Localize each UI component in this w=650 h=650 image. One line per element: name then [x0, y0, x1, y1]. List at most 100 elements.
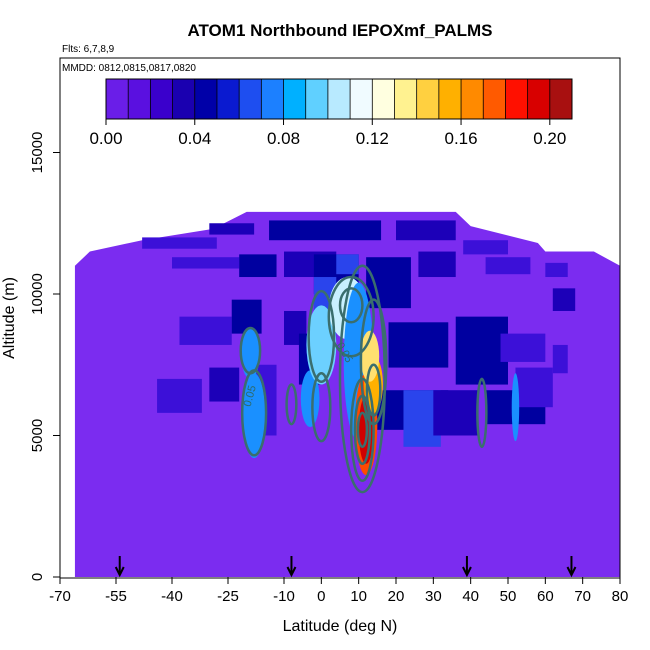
colorbar-swatch: [438, 79, 462, 119]
contour-line: [327, 275, 375, 358]
heatmap-layer: [74, 211, 620, 577]
contour-line: [311, 371, 332, 443]
colorbar-tick-label: 0.08: [267, 129, 300, 148]
colorbar-swatch: [416, 79, 440, 119]
heatmap-cell: [552, 288, 576, 311]
colorbar-swatch: [394, 79, 418, 119]
heatmap-cell: [545, 262, 568, 278]
heatmap-cell: [157, 378, 202, 413]
heatmap-cell: [418, 251, 456, 278]
profile-marker-arrowhead: [566, 566, 577, 578]
colorbar-swatch: [549, 79, 573, 119]
heatmap-cell: [360, 330, 380, 382]
colorbar-tick-label: 0.16: [445, 129, 478, 148]
heatmap-cell: [241, 327, 260, 379]
heatmap-cell: [388, 322, 449, 368]
y-tick-label: 15000: [29, 132, 46, 174]
heatmap-cell: [172, 257, 240, 269]
colorbar-swatch: [261, 79, 285, 119]
x-tick-label: -25: [217, 588, 239, 605]
heatmap-cell: [142, 237, 217, 249]
heatmap-cell: [455, 316, 508, 385]
contour-line: [476, 377, 488, 449]
colorbar-swatch: [505, 79, 529, 119]
heatmap-cell: [500, 333, 546, 362]
heatmap-cell: [269, 220, 382, 241]
x-tick-label: -10: [273, 588, 295, 605]
contour-line: [307, 289, 336, 383]
chart-title: ATOM1 Northbound IEPOXmf_PALMS: [187, 21, 492, 40]
colorbar-swatch: [305, 79, 329, 119]
flights-label: Flts: 6,7,8,9: [62, 44, 115, 55]
profile-marker-arrowhead: [462, 566, 472, 578]
x-tick-label: 0: [317, 588, 325, 605]
heatmap-cell: [209, 367, 240, 402]
colorbar-tick-label: 0.20: [533, 129, 566, 148]
heatmap-cell: [209, 223, 255, 235]
x-tick-label: 60: [537, 588, 554, 605]
y-tick-label: 0: [29, 573, 46, 581]
x-axis-label: Latitude (deg N): [283, 618, 398, 635]
colorbar: 0.00 0.04 0.08 0.12 0.16 0.20: [89, 78, 573, 148]
x-tick-label: 20: [388, 588, 405, 605]
colorbar-swatch: [483, 79, 506, 119]
colorbar-swatch: [216, 79, 240, 119]
colorbar-swatch: [372, 79, 395, 119]
x-tick-label: 50: [500, 588, 517, 605]
heatmap-cell: [433, 390, 479, 436]
colorbar-swatch: [106, 79, 129, 119]
colorbar-swatch: [194, 79, 218, 119]
colorbar-frame: [105, 78, 573, 120]
colorbar-swatch: [172, 79, 196, 119]
y-axis-label: Altitude (m): [1, 277, 18, 359]
heatmap-cell: [552, 344, 568, 374]
heatmap-cell: [239, 254, 277, 278]
colorbar-swatch: [283, 79, 307, 119]
profile-marker-arrowhead: [114, 566, 125, 578]
x-axis: -70 -55 -40 -25 -10 0 10 20 30 40 50 60 70 80: [49, 577, 628, 605]
heatmap-cell: [242, 373, 266, 459]
colorbar-swatch: [239, 79, 262, 119]
colorbar-tick-label: 0.04: [178, 129, 211, 148]
profile-markers: [114, 556, 577, 578]
contour-line: [356, 411, 369, 449]
contour-line: [240, 369, 268, 457]
colorbar-swatch: [327, 79, 351, 119]
x-tick-label: 70: [574, 588, 591, 605]
heatmap-cell: [336, 254, 359, 275]
heatmap-cell: [515, 367, 553, 408]
plot-frame: [59, 57, 621, 579]
heatmap-cell: [231, 299, 262, 334]
x-tick-label: 30: [425, 588, 442, 605]
heatmap-cell: [511, 373, 520, 442]
x-tick-label: -55: [105, 588, 127, 605]
x-tick-label: 80: [612, 588, 629, 605]
y-tick-label: 5000: [29, 419, 46, 452]
heatmap-cell: [485, 257, 531, 275]
contour-line: [338, 287, 364, 324]
colorbar-swatch: [128, 79, 151, 119]
colorbar-swatch: [150, 79, 174, 119]
colorbar-swatch: [461, 79, 484, 119]
contour-label: 0.05: [242, 384, 259, 408]
y-tick-label: 10000: [29, 273, 46, 315]
colorbar-tick-label: 0.00: [89, 129, 122, 148]
contour-line: [365, 363, 382, 417]
contour-line: [359, 298, 388, 426]
heatmap-cell: [179, 316, 232, 345]
heatmap-cell: [463, 240, 508, 255]
contour-line: [285, 383, 298, 426]
colorbar-swatch: [350, 79, 373, 119]
x-tick-label: 10: [350, 588, 367, 605]
x-tick-label: -70: [49, 588, 71, 605]
x-tick-label: 40: [462, 588, 479, 605]
dates-label: MMDD: 0812,0815,0817,0820: [62, 63, 196, 74]
colorbar-swatch: [527, 79, 551, 119]
colorbar-tick-label: 0.12: [356, 129, 389, 148]
profile-marker-arrowhead: [286, 566, 297, 578]
x-tick-label: -40: [161, 588, 183, 605]
contour-layer: 0.050.05: [239, 264, 488, 494]
y-axis: 0 5000 10000 15000: [29, 132, 60, 581]
heatmap-cell: [396, 220, 456, 241]
